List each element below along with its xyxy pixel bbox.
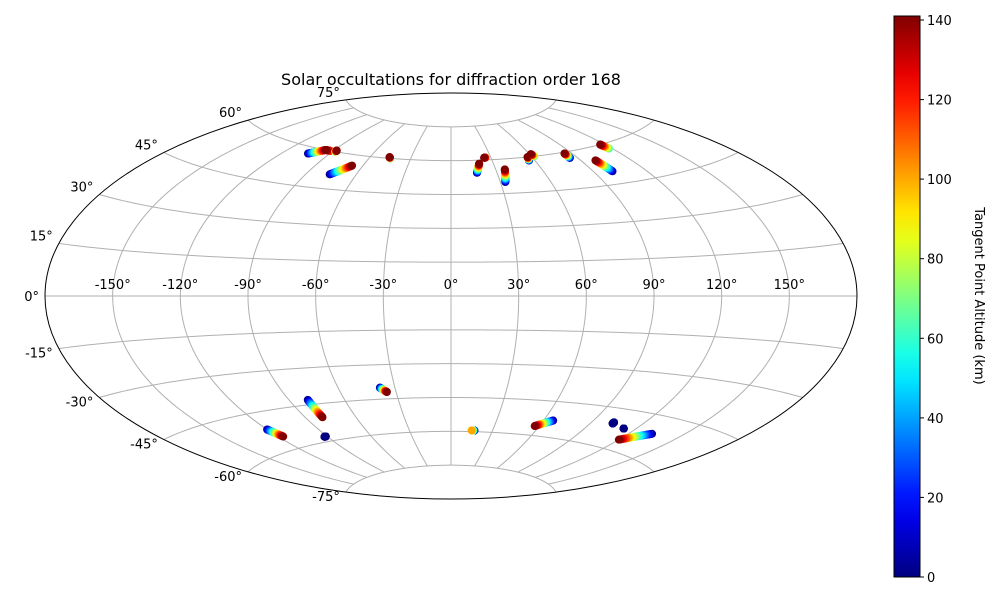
- scatter-point: [320, 432, 329, 441]
- scatter-point: [614, 435, 623, 444]
- meridian-line: [474, 125, 520, 467]
- lat-tick-label: 75°: [317, 86, 340, 101]
- meridian-line: [517, 119, 655, 473]
- scatter-point: [475, 159, 484, 168]
- lat-tick-label: -60°: [214, 470, 242, 485]
- parallel-line: [345, 464, 557, 493]
- colorbar-tick-label: 0: [927, 571, 935, 586]
- lat-tick-label: 45°: [135, 139, 158, 154]
- meridian-line: [247, 119, 385, 473]
- meridian-line: [112, 107, 354, 485]
- lat-tick-label: 60°: [219, 106, 242, 121]
- meridian-line: [382, 125, 428, 467]
- scatter-point: [596, 140, 605, 149]
- lon-tick-label: 60°: [575, 278, 598, 293]
- meridian-line: [548, 107, 790, 485]
- graticule: [45, 99, 857, 493]
- scatter-point: [382, 387, 391, 396]
- lon-tick-label: -150°: [95, 278, 131, 293]
- lat-tick-label: -30°: [66, 396, 94, 411]
- scatter-point: [530, 422, 539, 431]
- lon-tick-label: -120°: [162, 278, 198, 293]
- meridian-line: [535, 114, 723, 478]
- scatter-point: [591, 156, 600, 165]
- scatter-point: [348, 161, 357, 170]
- lat-tick-label: -45°: [130, 438, 158, 453]
- scatter-point: [608, 419, 617, 428]
- colorbar-tick-label: 40: [927, 412, 944, 427]
- colorbar-tick-label: 120: [927, 94, 952, 109]
- scatter-point: [321, 145, 330, 154]
- colorbar-tick-label: 60: [927, 332, 944, 347]
- meridian-line: [179, 114, 367, 478]
- scatter-point: [500, 165, 509, 174]
- colorbar-tick-label: 20: [927, 491, 944, 506]
- scatter-point: [560, 149, 569, 158]
- lon-tick-label: 0°: [444, 278, 459, 293]
- lon-tick-label: -90°: [234, 278, 262, 293]
- scatter-point: [332, 146, 341, 155]
- lat-tick-label: 30°: [70, 181, 93, 196]
- colorbar-tick-label: 100: [927, 173, 952, 188]
- scatter-point: [480, 153, 489, 162]
- scatter-point: [279, 432, 288, 441]
- lat-tick-label: 0°: [24, 290, 39, 305]
- colorbar-tick-label: 80: [927, 253, 944, 268]
- colorbar: 0 20 40 60 80 100 120 140: [893, 14, 952, 586]
- parallel-line: [345, 99, 557, 128]
- colorbar-label: Tangent Point Altitude (km): [971, 206, 986, 384]
- colorbar-gradient: [893, 15, 921, 578]
- lat-tick-label: -75°: [312, 490, 340, 505]
- meridian-line: [496, 123, 587, 469]
- meridian-line: [315, 123, 406, 469]
- colorbar-tick-label: 140: [927, 14, 952, 29]
- lon-tick-label: 150°: [774, 278, 805, 293]
- scatter-point: [385, 153, 394, 162]
- scatter-point: [619, 424, 628, 433]
- data-points: [263, 140, 657, 444]
- scatter-point: [526, 150, 535, 159]
- scatter-point: [467, 426, 476, 435]
- lon-tick-label: 120°: [706, 278, 737, 293]
- axis-ticks: -150° -120° -90° -60° -30° 0° 30° 60° 90° 120° 150…: [24, 86, 805, 505]
- lon-tick-label: 90°: [642, 278, 665, 293]
- lon-tick-label: -60°: [302, 278, 330, 293]
- lon-tick-label: -30°: [369, 278, 397, 293]
- lat-tick-label: 15°: [30, 230, 53, 245]
- lat-tick-label: -15°: [25, 347, 53, 362]
- scatter-point: [318, 413, 327, 422]
- lon-tick-label: 30°: [507, 278, 530, 293]
- chart-title: Solar occultations for diffraction order…: [281, 70, 621, 89]
- map-boundary: [44, 92, 858, 500]
